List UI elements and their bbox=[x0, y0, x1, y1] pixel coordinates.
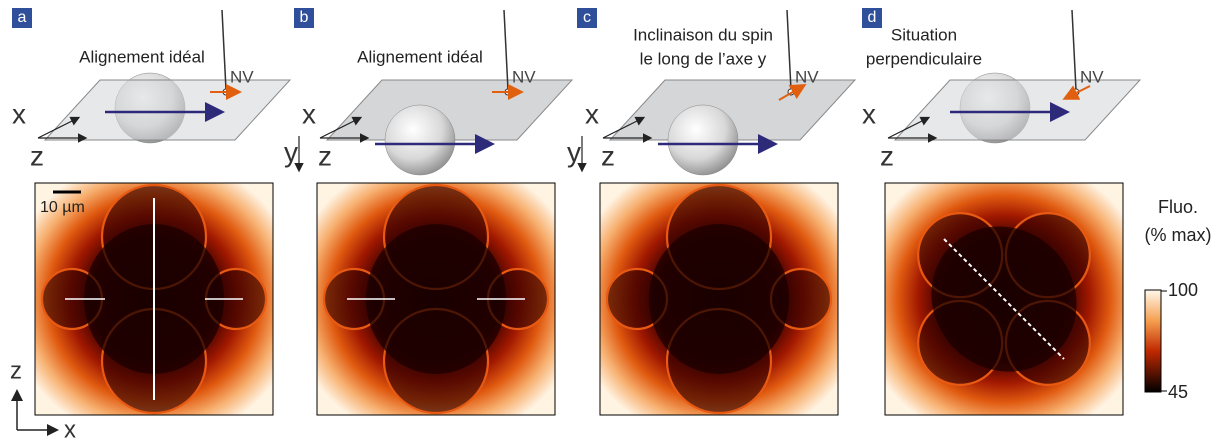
panel: c Inclinaison du spin le long de l’axe y NV… bbox=[567, 8, 857, 416]
fluorescence-map bbox=[316, 182, 556, 416]
fluorescence-map bbox=[34, 182, 274, 416]
colorbar-title: Fluo. bbox=[1158, 197, 1198, 217]
axis-label: z bbox=[880, 140, 894, 171]
axis-label: z bbox=[318, 140, 332, 171]
map-frame bbox=[34, 182, 274, 416]
fluorescence-map bbox=[884, 182, 1124, 416]
axis-arrow bbox=[887, 116, 931, 139]
dark-core bbox=[649, 224, 789, 374]
axis-label: x bbox=[64, 416, 76, 439]
axis-label: z bbox=[30, 140, 44, 171]
axis-label: x bbox=[585, 98, 599, 129]
panel-label-box bbox=[12, 8, 32, 28]
panel-title: Situation bbox=[891, 25, 957, 44]
panel: d Situation perpendiculaire NV xz bbox=[862, 8, 1142, 416]
colorbar bbox=[1144, 289, 1162, 393]
panel-title: perpendiculaire bbox=[866, 49, 982, 68]
panel-label: b bbox=[300, 9, 309, 26]
lobes bbox=[605, 183, 833, 415]
axis-label: x bbox=[302, 98, 316, 129]
sphere bbox=[667, 104, 739, 176]
nv-spin-arrow bbox=[778, 83, 807, 101]
panel-label: a bbox=[18, 9, 27, 26]
nv-spin-arrow bbox=[1062, 85, 1091, 100]
nv-tip bbox=[786, 9, 792, 91]
lobes bbox=[322, 183, 550, 415]
panel-title: le long de l’axe y bbox=[640, 49, 767, 68]
panel-title: Alignement idéal bbox=[357, 47, 483, 66]
plane bbox=[893, 79, 1142, 141]
panel-title: Inclinaison du spin bbox=[633, 25, 773, 44]
nv-tip bbox=[221, 9, 227, 91]
axis-label: z bbox=[10, 357, 22, 384]
panel-label: d bbox=[868, 9, 877, 26]
bright-line bbox=[943, 238, 1065, 360]
axis-label: x bbox=[12, 98, 26, 129]
fluorescence-map bbox=[599, 182, 839, 416]
panel: b Alignement idéal NV xy z bbox=[284, 8, 574, 416]
panel-label: c bbox=[583, 9, 591, 26]
panel-label-box bbox=[862, 8, 882, 28]
scale-bar-label: 10 µm bbox=[40, 199, 85, 216]
panel-label-box bbox=[577, 8, 597, 28]
nv-label: NV bbox=[1080, 67, 1104, 86]
axis-label: z bbox=[601, 140, 615, 171]
axis-arrow bbox=[319, 116, 363, 139]
axis-label: x bbox=[862, 98, 876, 129]
map-frame bbox=[599, 182, 839, 416]
nv-label: NV bbox=[230, 67, 254, 86]
nv-tip bbox=[503, 9, 509, 91]
nv-tip bbox=[1071, 9, 1077, 91]
axis-arrow bbox=[602, 116, 646, 139]
colorbar-title: (% max) bbox=[1145, 225, 1212, 245]
colorbar-min: 45 bbox=[1168, 382, 1188, 402]
map-frame bbox=[884, 182, 1124, 416]
sphere bbox=[384, 104, 456, 176]
panel-label-box bbox=[294, 8, 314, 28]
map-frame bbox=[316, 182, 556, 416]
colorbar-max: 100 bbox=[1168, 280, 1198, 300]
axis-arrow bbox=[37, 116, 81, 139]
axis-label: y bbox=[284, 136, 298, 167]
panel-title: Alignement idéal bbox=[79, 47, 205, 66]
nv-label: NV bbox=[512, 67, 536, 86]
plane bbox=[43, 79, 292, 141]
axis-label: y bbox=[567, 136, 581, 167]
nv-label: NV bbox=[795, 67, 819, 86]
dark-core bbox=[366, 224, 506, 374]
